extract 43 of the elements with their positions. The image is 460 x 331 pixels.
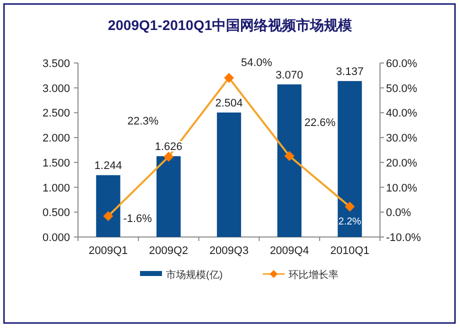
y-tick-label: 1.000: [42, 182, 70, 194]
x-tick-label: 2009Q2: [149, 245, 188, 257]
point: [344, 202, 355, 212]
x-tick-label: 2009Q3: [209, 245, 249, 257]
bar: [216, 112, 242, 237]
y2-tick-label: 20.0%: [386, 157, 418, 170]
y-tick-label: 0.500: [42, 207, 70, 220]
data-label: 22.3%: [127, 116, 159, 128]
bar: [156, 156, 181, 237]
y2-tick-label: -10.0%: [386, 232, 422, 244]
legend-label: 市场规模(亿): [166, 269, 223, 281]
bar: [277, 84, 302, 237]
y2-tick-label: 10.0%: [386, 182, 418, 194]
x-tick-label: 2010Q1: [330, 245, 370, 257]
y-tick-label: 3.500: [42, 58, 70, 70]
point: [164, 152, 174, 162]
data-label: 2.504: [215, 98, 243, 110]
y-tick-label: 1.500: [42, 157, 70, 170]
data-label: -1.6%: [123, 213, 152, 226]
bar: [96, 175, 120, 237]
bar: [338, 81, 362, 237]
y2-tick-label: 60.0%: [386, 58, 418, 70]
y-tick-label: 2.500: [42, 108, 70, 120]
x-tick-label: 2009Q1: [88, 245, 128, 257]
legend-label: 环比增长率: [288, 269, 339, 281]
data-label: 3.137: [336, 66, 364, 78]
y2-tick-label: 0.0%: [386, 207, 412, 220]
chart-title: 2009Q1-2010Q1中国网络视频市场规模: [108, 17, 354, 33]
y2-tick-label: 40.0%: [386, 108, 418, 120]
point: [284, 150, 294, 161]
data-label: 1.244: [94, 160, 122, 172]
point: [103, 211, 114, 222]
data-label: 3.070: [276, 69, 304, 82]
data-label: 22.6%: [304, 116, 336, 129]
y-tick-label: 2.000: [42, 132, 70, 145]
y2-tick-label: 50.0%: [386, 82, 418, 95]
x-tick-label: 2009Q4: [270, 245, 309, 257]
y-tick-label: 3.000: [42, 82, 70, 95]
y-tick-label: 0.000: [42, 232, 70, 244]
data-label: 54.0%: [241, 56, 272, 69]
y2-tick-label: 30.0%: [386, 132, 418, 145]
data-label: 2.2%: [338, 216, 362, 228]
point: [224, 72, 234, 83]
